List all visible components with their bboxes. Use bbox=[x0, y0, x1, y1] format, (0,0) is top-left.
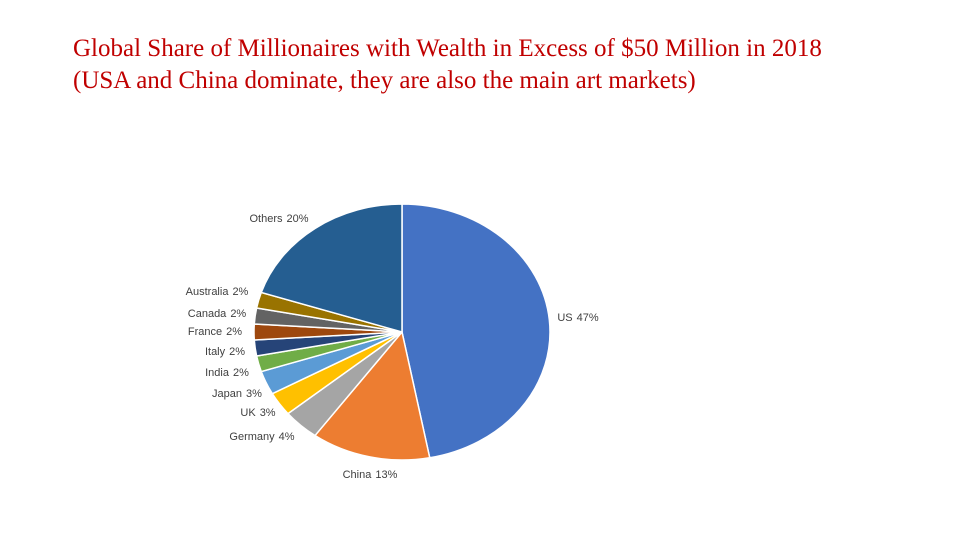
slice-category: India bbox=[205, 367, 230, 379]
slice-value: 13% bbox=[375, 469, 397, 481]
slice-value: 47% bbox=[577, 312, 599, 324]
slice-label: Australia 2% bbox=[186, 286, 249, 298]
slice-category: China bbox=[343, 469, 373, 481]
slice-value: 3% bbox=[246, 388, 262, 400]
slice-label: Japan 3% bbox=[212, 388, 262, 400]
slice-value: 2% bbox=[226, 326, 242, 338]
slice-category: Japan bbox=[212, 388, 242, 400]
slice-label: UK 3% bbox=[240, 407, 275, 419]
slice-category: US bbox=[557, 312, 572, 324]
slice-category: France bbox=[188, 326, 222, 338]
slice-label: Canada 2% bbox=[188, 308, 247, 320]
slide-title: Global Share of Millionaires with Wealth… bbox=[73, 35, 822, 94]
slice-label: Others 20% bbox=[249, 213, 308, 225]
slice-value: 2% bbox=[229, 346, 245, 358]
slice-label: France 2% bbox=[188, 326, 242, 338]
slice-value: 4% bbox=[279, 431, 295, 443]
slice-label: India 2% bbox=[205, 367, 249, 379]
slice-value: 20% bbox=[286, 213, 308, 225]
slice-category: Others bbox=[249, 213, 283, 225]
slice-category: Canada bbox=[188, 308, 227, 320]
slice-value: 2% bbox=[233, 367, 249, 379]
pie-slice bbox=[401, 203, 551, 459]
pie-slice bbox=[260, 203, 403, 333]
slice-category: Germany bbox=[229, 431, 275, 443]
slice-value: 2% bbox=[232, 286, 248, 298]
pie-slice bbox=[313, 330, 431, 461]
slice-label: Germany 4% bbox=[229, 431, 294, 443]
slice-category: UK bbox=[240, 407, 256, 419]
slice-category: Italy bbox=[205, 346, 226, 358]
slice-value: 3% bbox=[260, 407, 276, 419]
slice-label: US 47% bbox=[557, 312, 599, 324]
slice-value: 2% bbox=[230, 308, 246, 320]
slice-label: China 13% bbox=[343, 469, 398, 481]
slice-category: Australia bbox=[186, 286, 230, 298]
slice-label: Italy 2% bbox=[205, 346, 245, 358]
